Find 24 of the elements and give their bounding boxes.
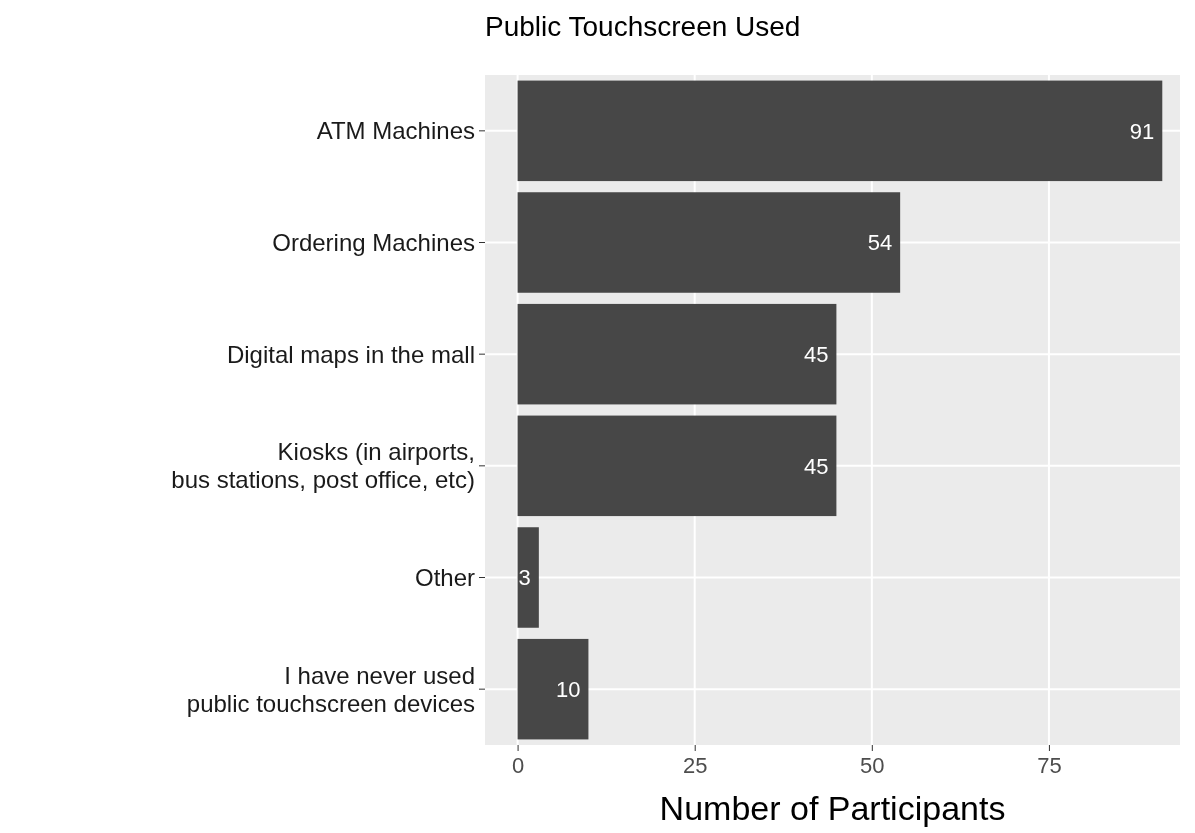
- y-tick-label: ATM Machines: [316, 117, 475, 145]
- x-tick-label: 50: [860, 752, 885, 778]
- y-tick-label: Ordering Machines: [272, 228, 475, 256]
- bar: [517, 80, 1163, 182]
- bar: [517, 415, 837, 517]
- data-label: 10: [555, 676, 581, 702]
- data-label: 91: [1129, 118, 1155, 144]
- y-tick-label: Digital maps in the mall: [226, 340, 475, 368]
- x-tick-label: 75: [1037, 752, 1062, 778]
- y-tick-label: I have never used public touchscreen devices: [186, 661, 475, 717]
- bar: [517, 192, 901, 293]
- data-label: 45: [803, 341, 829, 367]
- data-label: 54: [867, 230, 893, 256]
- x-axis-title: Number of Participants: [659, 789, 1006, 827]
- x-tick-label: 0: [511, 752, 525, 778]
- chart-title: Public Touchscreen Used: [485, 11, 801, 42]
- data-label: 3: [518, 565, 531, 591]
- data-label: 45: [803, 453, 829, 479]
- bar: [517, 527, 539, 628]
- y-tick-label: Other: [414, 563, 475, 591]
- bar: [517, 638, 589, 740]
- y-tick-label: Kiosks (in airports, bus stations, post office, etc): [171, 438, 475, 494]
- x-tick-label: 25: [682, 752, 708, 778]
- bar: [517, 303, 837, 405]
